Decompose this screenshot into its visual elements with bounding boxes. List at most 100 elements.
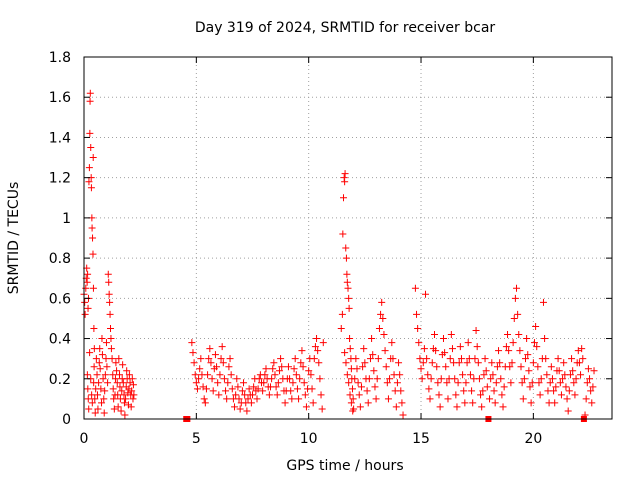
data-point [562, 383, 570, 391]
data-point [504, 331, 512, 339]
data-point [493, 363, 501, 371]
data-point [398, 399, 406, 407]
data-point [556, 379, 564, 387]
data-point [298, 347, 306, 355]
data-point [489, 371, 497, 379]
x-tick-labels: 0 5 10 15 20 [80, 431, 543, 447]
data-point [496, 359, 504, 367]
data-point [114, 403, 122, 411]
data-point [84, 395, 92, 403]
data-point [442, 363, 450, 371]
data-point [291, 355, 299, 363]
data-point [557, 391, 565, 399]
data-point [529, 359, 537, 367]
data-point [488, 359, 496, 367]
data-point [418, 375, 426, 383]
data-point [468, 387, 476, 395]
data-point [84, 385, 92, 393]
data-point [245, 385, 253, 393]
data-point [84, 304, 92, 312]
data-point [317, 391, 325, 399]
data-point [81, 298, 89, 306]
data-point [196, 365, 204, 373]
data-point [354, 379, 362, 387]
data-point [83, 278, 91, 286]
data-point [349, 407, 357, 415]
data-point [443, 379, 451, 387]
data-point [568, 355, 576, 363]
data-point [101, 371, 109, 379]
data-point [107, 345, 115, 353]
data-point [516, 347, 524, 355]
data-point [570, 379, 578, 387]
data-point [302, 403, 310, 411]
data-point [340, 194, 348, 202]
data-point [81, 310, 89, 318]
data-point [89, 154, 97, 162]
data-point [224, 379, 232, 387]
data-point [109, 371, 117, 379]
data-point [461, 399, 469, 407]
data-point [216, 371, 224, 379]
data-point [316, 375, 324, 383]
data-point [204, 371, 212, 379]
data-point [311, 343, 319, 351]
data-point [414, 325, 422, 332]
data-point [353, 365, 361, 373]
data-point [287, 387, 295, 395]
data-point [89, 284, 97, 292]
data-point [498, 391, 506, 399]
data-point [119, 379, 127, 387]
data-point [95, 379, 103, 387]
data-point [579, 355, 587, 363]
data-point [356, 403, 364, 411]
data-point [82, 284, 90, 292]
data-point [297, 359, 305, 367]
data-point [482, 367, 490, 375]
data-point [262, 365, 270, 373]
data-point [115, 355, 123, 363]
y-tick-label: 0 [62, 412, 71, 428]
data-point [379, 314, 387, 322]
data-point [587, 387, 595, 395]
data-point [506, 363, 514, 371]
data-point [502, 343, 510, 351]
data-point [463, 359, 471, 367]
data-point [107, 325, 115, 332]
data-point [388, 339, 396, 347]
data-point [527, 399, 535, 407]
data-point [434, 379, 442, 387]
x-tick-label: 15 [412, 431, 430, 447]
data-point [345, 304, 353, 312]
data-point [441, 349, 449, 357]
data-point [345, 379, 353, 387]
x-axis-label: GPS time / hours [286, 458, 403, 474]
data-point [509, 339, 517, 347]
data-point [104, 270, 112, 278]
data-point [472, 327, 480, 335]
x-tick-label: 5 [192, 431, 201, 447]
data-point [88, 224, 96, 232]
plot-frame [83, 56, 613, 420]
data-point [480, 371, 488, 379]
data-point [315, 359, 323, 367]
data-point [537, 375, 545, 383]
data-point [307, 371, 315, 379]
data-point [93, 391, 101, 399]
data-point [475, 375, 483, 383]
data-point [530, 339, 538, 347]
data-point [98, 399, 106, 407]
data-point [491, 399, 499, 407]
data-point [511, 294, 519, 302]
data-point [547, 363, 555, 371]
data-point [270, 359, 278, 367]
data-point [397, 387, 405, 395]
data-point [464, 339, 472, 347]
data-point [389, 355, 397, 363]
y-tick-label: 0.6 [49, 291, 71, 307]
data-point [192, 379, 200, 387]
data-point [342, 244, 350, 252]
data-point [274, 379, 282, 387]
data-point [106, 310, 114, 318]
